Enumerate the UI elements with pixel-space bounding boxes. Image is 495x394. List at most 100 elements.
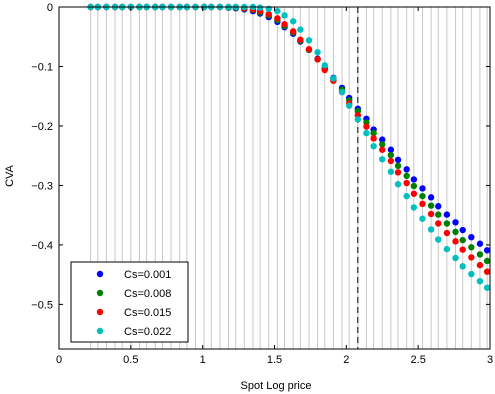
y-tick-label: −0.1 — [31, 61, 53, 73]
data-point — [321, 62, 328, 69]
data-point — [452, 228, 459, 236]
data-point — [354, 116, 362, 123]
data-point — [452, 254, 459, 262]
data-point — [443, 229, 451, 237]
data-point — [314, 56, 321, 63]
data-point — [289, 18, 297, 25]
data-point — [476, 277, 484, 285]
data-point — [387, 151, 395, 159]
data-point — [265, 10, 272, 18]
data-point — [274, 7, 281, 15]
data-point — [468, 244, 475, 251]
legend: Cs=0.001 Cs=0.008 Cs=0.015 Cs=0.022 — [70, 261, 189, 343]
data-point — [370, 129, 377, 137]
data-point — [387, 157, 395, 165]
data-point — [476, 261, 484, 269]
data-point — [305, 46, 313, 53]
data-point — [468, 254, 475, 261]
data-point — [403, 179, 410, 187]
data-point — [483, 284, 491, 291]
x-tick-label: 0 — [56, 354, 62, 366]
data-point — [394, 162, 402, 170]
data-point — [427, 194, 435, 201]
data-point — [379, 136, 386, 143]
data-point — [459, 263, 466, 270]
data-point — [419, 215, 426, 222]
x-tick-label: 1 — [200, 354, 206, 366]
data-point — [314, 49, 321, 56]
legend-label: Cs=0.022 — [124, 326, 171, 338]
data-point — [394, 169, 402, 176]
legend-label: Cs=0.001 — [124, 269, 171, 281]
data-point — [297, 36, 304, 43]
axis-ticks: 0 0.5 1 1.5 2 2.5 3 0 −0.1 −0.2 −0.3 −0.4 −0.5 — [31, 2, 493, 366]
data-point — [305, 37, 313, 44]
data-point — [379, 156, 386, 163]
data-point — [370, 135, 377, 142]
data-point — [427, 210, 435, 218]
data-point — [435, 203, 442, 210]
data-point — [403, 172, 410, 180]
data-point — [459, 246, 466, 253]
data-point — [394, 156, 402, 164]
data-point — [410, 176, 418, 183]
legend-marker — [96, 289, 104, 297]
data-point — [297, 26, 304, 33]
data-point — [410, 182, 418, 190]
data-point — [281, 21, 288, 28]
data-point — [419, 200, 426, 208]
data-point — [379, 141, 386, 148]
data-point — [321, 66, 328, 74]
data-point — [387, 168, 395, 175]
data-point — [419, 192, 426, 200]
x-tick-label: 3 — [487, 354, 493, 366]
legend-marker — [96, 308, 104, 316]
x-tick-label: 2 — [343, 354, 349, 366]
data-point — [403, 166, 410, 173]
y-tick-label: −0.2 — [31, 121, 53, 133]
legend-label: Cs=0.015 — [124, 307, 171, 319]
data-point — [459, 226, 466, 234]
data-point — [476, 251, 484, 258]
data-point — [476, 240, 484, 247]
x-tick-label: 2.5 — [411, 354, 426, 366]
data-point — [403, 192, 410, 200]
series-group — [87, 3, 491, 291]
data-point — [410, 190, 418, 197]
y-tick-label: −0.3 — [31, 180, 53, 192]
data-point — [483, 247, 491, 254]
legend-marker — [96, 327, 104, 335]
legend-box — [70, 261, 189, 343]
data-point — [256, 4, 264, 11]
data-point — [427, 226, 435, 233]
data-point — [363, 123, 370, 130]
data-point — [452, 219, 459, 226]
data-point — [435, 211, 442, 218]
data-point — [443, 245, 451, 253]
y-tick-label: −0.5 — [31, 299, 53, 311]
data-point — [483, 268, 491, 275]
data-point — [410, 204, 418, 211]
data-point — [338, 88, 346, 96]
legend-marker — [96, 270, 104, 278]
data-point — [394, 181, 402, 188]
data-point — [387, 146, 395, 153]
data-point — [427, 202, 435, 209]
y-tick-label: 0 — [47, 2, 53, 14]
y-axis-label: CVA — [4, 164, 16, 186]
data-point — [379, 146, 386, 153]
data-point — [443, 220, 451, 227]
data-point — [483, 257, 491, 265]
legend-label: Cs=0.008 — [124, 288, 171, 300]
data-point — [435, 220, 442, 227]
data-point — [370, 142, 377, 150]
data-point — [468, 270, 475, 278]
data-point — [468, 233, 475, 241]
x-axis-label: Spot Log price — [241, 380, 312, 392]
x-tick-label: 1.5 — [267, 354, 282, 366]
x-tick-label: 0.5 — [123, 354, 138, 366]
data-point — [346, 102, 353, 109]
data-point — [281, 12, 288, 19]
data-point — [330, 75, 337, 82]
